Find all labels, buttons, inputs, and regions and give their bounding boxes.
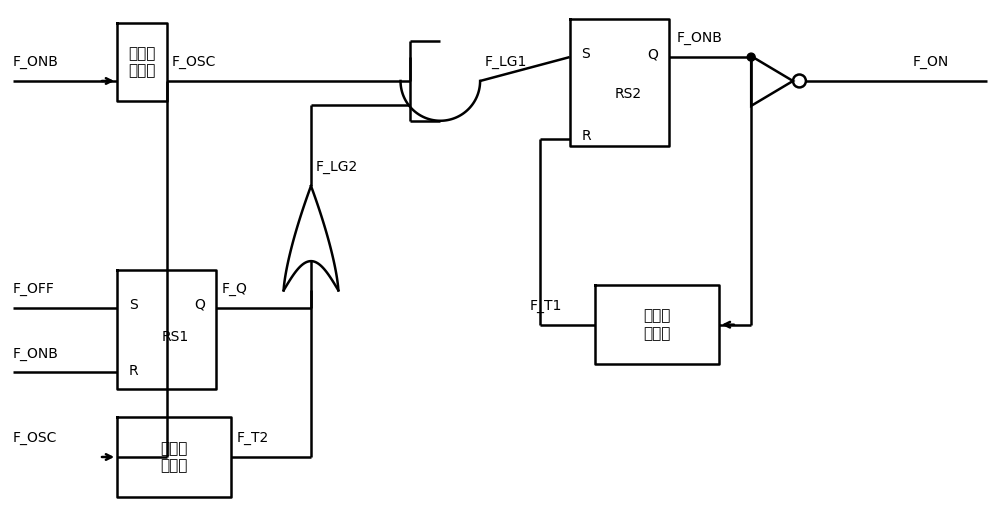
Text: R: R bbox=[582, 129, 591, 143]
Text: F_ON: F_ON bbox=[913, 55, 949, 69]
Text: RS2: RS2 bbox=[614, 87, 642, 101]
Text: 第一计
时电路: 第一计 时电路 bbox=[643, 309, 670, 341]
Text: F_OSC: F_OSC bbox=[172, 55, 216, 69]
Text: Q: Q bbox=[647, 47, 658, 61]
Text: F_LG2: F_LG2 bbox=[316, 160, 358, 174]
Text: R: R bbox=[129, 364, 139, 379]
Text: S: S bbox=[129, 298, 138, 312]
Text: F_ONB: F_ONB bbox=[677, 31, 723, 45]
Text: F_ONB: F_ONB bbox=[13, 55, 58, 69]
Text: F_Q: F_Q bbox=[221, 282, 247, 296]
Text: F_LG1: F_LG1 bbox=[485, 55, 527, 69]
Text: 第二计
时电路: 第二计 时电路 bbox=[161, 441, 188, 473]
Text: F_ONB: F_ONB bbox=[13, 347, 58, 361]
Text: F_OFF: F_OFF bbox=[13, 282, 54, 296]
Text: RS1: RS1 bbox=[162, 330, 189, 344]
Circle shape bbox=[747, 53, 755, 61]
Text: F_OSC: F_OSC bbox=[13, 431, 57, 445]
Text: Q: Q bbox=[195, 298, 205, 312]
Text: S: S bbox=[582, 47, 590, 61]
Text: 时钟振
荡电路: 时钟振 荡电路 bbox=[128, 46, 156, 78]
Text: F_T1: F_T1 bbox=[530, 299, 562, 313]
Text: F_T2: F_T2 bbox=[236, 431, 269, 445]
